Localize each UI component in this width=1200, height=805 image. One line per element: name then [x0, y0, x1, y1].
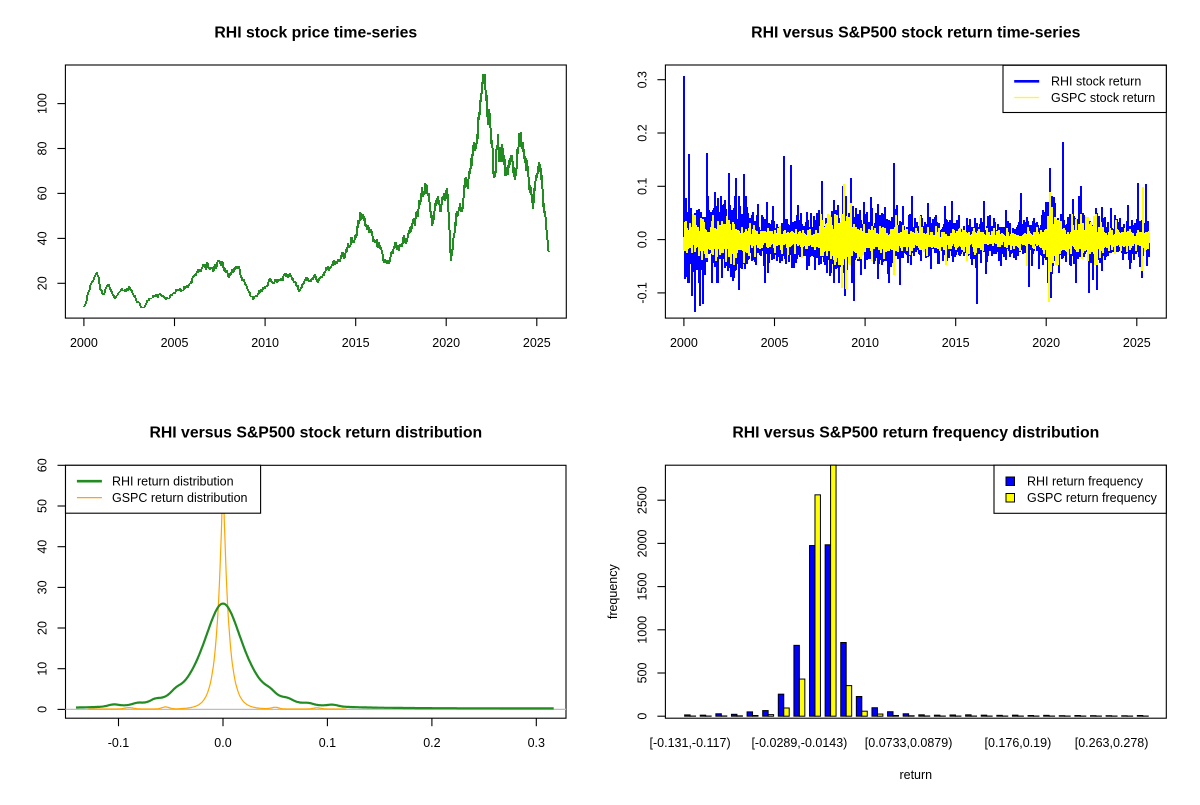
svg-text:GSPC return frequency: GSPC return frequency — [1027, 491, 1158, 505]
svg-text:0.0: 0.0 — [635, 231, 649, 248]
svg-text:RHI versus S&P500 stock return: RHI versus S&P500 stock return distribut… — [149, 424, 482, 441]
svg-text:2000: 2000 — [670, 336, 698, 350]
svg-text:20: 20 — [35, 276, 49, 290]
svg-text:RHI return frequency: RHI return frequency — [1027, 475, 1144, 489]
svg-text:GSPC stock return: GSPC stock return — [1051, 91, 1155, 105]
svg-text:frequency: frequency — [606, 564, 620, 620]
svg-text:[0.263,0.278): [0.263,0.278) — [1075, 736, 1149, 750]
svg-text:RHI stock return: RHI stock return — [1051, 75, 1141, 89]
svg-text:2025: 2025 — [523, 336, 551, 350]
svg-text:2020: 2020 — [432, 336, 460, 350]
svg-text:1000: 1000 — [635, 616, 649, 644]
svg-text:10: 10 — [36, 662, 50, 676]
svg-text:40: 40 — [36, 540, 50, 554]
svg-text:100: 100 — [35, 93, 49, 114]
svg-text:-0.1: -0.1 — [108, 736, 130, 750]
svg-text:0.3: 0.3 — [528, 736, 545, 750]
svg-text:2005: 2005 — [761, 336, 789, 350]
svg-text:0.0: 0.0 — [214, 736, 231, 750]
svg-text:2020: 2020 — [1032, 336, 1060, 350]
svg-text:2005: 2005 — [161, 336, 189, 350]
svg-text:[-0.131,-0.117): [-0.131,-0.117) — [650, 736, 731, 750]
svg-text:50: 50 — [36, 499, 50, 513]
svg-text:RHI versus S&P500 return frequ: RHI versus S&P500 return frequency distr… — [732, 424, 1099, 441]
svg-text:500: 500 — [635, 663, 649, 684]
svg-text:2000: 2000 — [70, 336, 98, 350]
svg-text:60: 60 — [35, 186, 49, 200]
svg-text:[0.0733,0.0879): [0.0733,0.0879) — [865, 736, 953, 750]
svg-text:0.1: 0.1 — [319, 736, 336, 750]
svg-text:2010: 2010 — [851, 336, 879, 350]
svg-text:0.2: 0.2 — [423, 736, 440, 750]
svg-text:0: 0 — [635, 713, 649, 720]
svg-text:RHI return distribution: RHI return distribution — [112, 475, 234, 489]
svg-text:1500: 1500 — [635, 573, 649, 601]
svg-text:return: return — [899, 768, 932, 782]
svg-text:[-0.0289,-0.0143): [-0.0289,-0.0143) — [751, 736, 847, 750]
svg-text:2010: 2010 — [251, 336, 279, 350]
svg-text:2000: 2000 — [635, 529, 649, 557]
svg-text:30: 30 — [36, 580, 50, 594]
svg-text:[0.176,0.19): [0.176,0.19) — [985, 736, 1052, 750]
svg-text:RHI stock price time-series: RHI stock price time-series — [214, 24, 417, 41]
svg-text:2015: 2015 — [942, 336, 970, 350]
svg-text:0.1: 0.1 — [635, 178, 649, 195]
svg-text:20: 20 — [36, 621, 50, 635]
svg-text:-0.1: -0.1 — [635, 282, 649, 304]
svg-text:0.2: 0.2 — [635, 124, 649, 141]
svg-text:2025: 2025 — [1123, 336, 1151, 350]
svg-text:2500: 2500 — [635, 486, 649, 514]
svg-text:60: 60 — [36, 458, 50, 472]
svg-text:40: 40 — [35, 231, 49, 245]
svg-text:80: 80 — [35, 142, 49, 156]
svg-text:0: 0 — [36, 706, 50, 713]
svg-text:RHI versus S&P500 stock return: RHI versus S&P500 stock return time-seri… — [751, 24, 1080, 41]
svg-text:GSPC return distribution: GSPC return distribution — [112, 491, 248, 505]
svg-text:0.3: 0.3 — [635, 71, 649, 88]
svg-text:2015: 2015 — [342, 336, 370, 350]
